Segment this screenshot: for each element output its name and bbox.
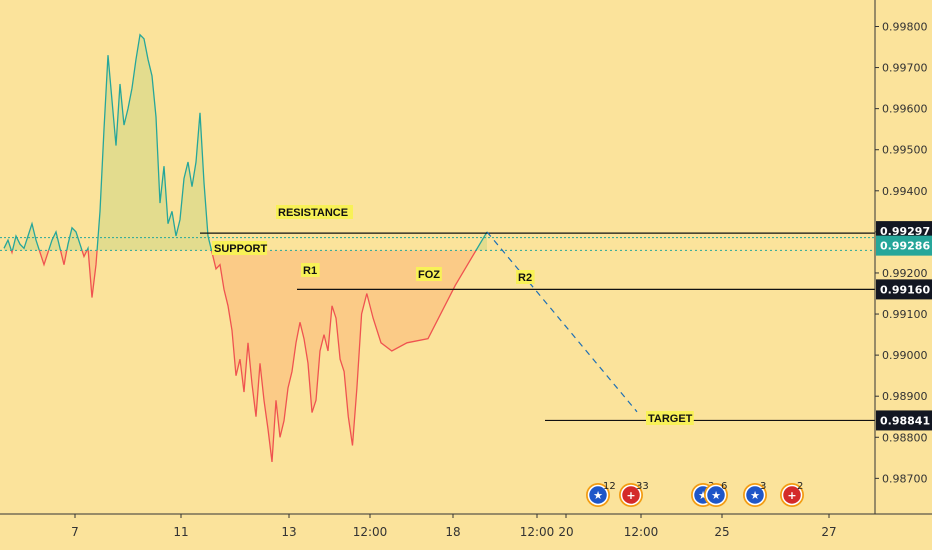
event-count: 33	[636, 481, 649, 492]
y-tick-label: 0.99000	[882, 349, 928, 362]
swiss-flag-icon	[620, 484, 642, 506]
r-level-price-tag-bg	[876, 279, 932, 300]
target-label: TARGET	[648, 413, 693, 425]
us-flag-icon	[587, 484, 609, 506]
events-layer: ★12+33★3★6★3+2	[586, 481, 804, 507]
r2-label-bg	[516, 270, 535, 284]
target-price-tag: 0.98841	[880, 414, 930, 427]
event-count: 12	[603, 481, 616, 492]
swiss-flag-icon-glyph: +	[626, 489, 635, 502]
x-tick-label: 27	[821, 525, 836, 539]
current-price-tag: 0.99286	[880, 240, 930, 253]
x-tick-label: 18	[445, 525, 460, 539]
y-tick-label: 0.99600	[882, 103, 928, 116]
event-count: 2	[797, 481, 803, 492]
price-line-above-baseline	[3, 33, 488, 251]
x-tick-label: 12:00	[520, 525, 555, 539]
y-tick-label: 0.98800	[882, 431, 928, 444]
y-tick-label: 0.99500	[882, 144, 928, 157]
projection-dashed-line	[486, 231, 638, 413]
support-label-bg	[212, 241, 268, 255]
area-fill-above-baseline	[4, 34, 487, 251]
swiss-flag-icon	[781, 484, 803, 506]
event-count: 3	[760, 481, 766, 492]
x-tick-label: 13	[281, 525, 296, 539]
x-tick-label: 12:00	[353, 525, 388, 539]
current-price-tag-bg	[876, 235, 932, 256]
x-tick-label: 20	[558, 525, 573, 539]
swiss-flag-icon-glyph: +	[787, 489, 796, 502]
area-layer	[4, 34, 487, 462]
foz-label: FOZ	[418, 269, 440, 281]
price-line-below-baseline	[10, 250, 477, 462]
us-flag-icon	[705, 484, 727, 506]
x-tick-label: 25	[714, 525, 729, 539]
target-price-tag-bg	[876, 410, 932, 431]
r2-label: R2	[518, 272, 532, 284]
foz-label-bg	[416, 267, 442, 281]
price-tags-layer: 0.99297 0.99160 0.98841 0.99286	[876, 221, 932, 431]
y-tick-label: 0.99100	[882, 308, 928, 321]
support-label: SUPPORT	[214, 243, 267, 255]
r1-label-bg	[301, 263, 320, 277]
us-flag-icon-glyph: ★	[698, 489, 708, 502]
x-tick-label: 7	[71, 525, 79, 539]
y-tick-label: 0.98700	[882, 472, 928, 485]
annotation-layer: RESISTANCE SUPPORT R1 FOZ R2 TARGET	[212, 205, 694, 425]
resistance-label-bg	[276, 205, 353, 219]
y-tick-label: 0.99800	[882, 20, 928, 33]
resistance-label: RESISTANCE	[278, 207, 348, 219]
us-flag-icon-glyph: ★	[750, 489, 760, 502]
r-level-price-tag: 0.99160	[880, 283, 930, 296]
levels-layer	[0, 231, 875, 422]
event-count: 6	[721, 481, 727, 492]
y-tick-label: 0.99400	[882, 185, 928, 198]
target-label-bg	[646, 411, 694, 425]
us-flag-icon	[744, 484, 766, 506]
y-tick-label: 0.99700	[882, 62, 928, 75]
x-tick-label: 12:00	[624, 525, 659, 539]
area-fill-below-baseline	[4, 250, 487, 462]
resistance-price-tag: 0.99297	[880, 225, 930, 238]
x-tick-label: 11	[173, 525, 188, 539]
us-flag-icon-glyph: ★	[593, 489, 603, 502]
y-tick-label: 0.98900	[882, 390, 928, 403]
y-tick-label: 0.99200	[882, 267, 928, 280]
price-line-layer	[3, 33, 488, 462]
us-flag-icon-glyph: ★	[711, 489, 721, 502]
r1-label: R1	[303, 265, 317, 277]
